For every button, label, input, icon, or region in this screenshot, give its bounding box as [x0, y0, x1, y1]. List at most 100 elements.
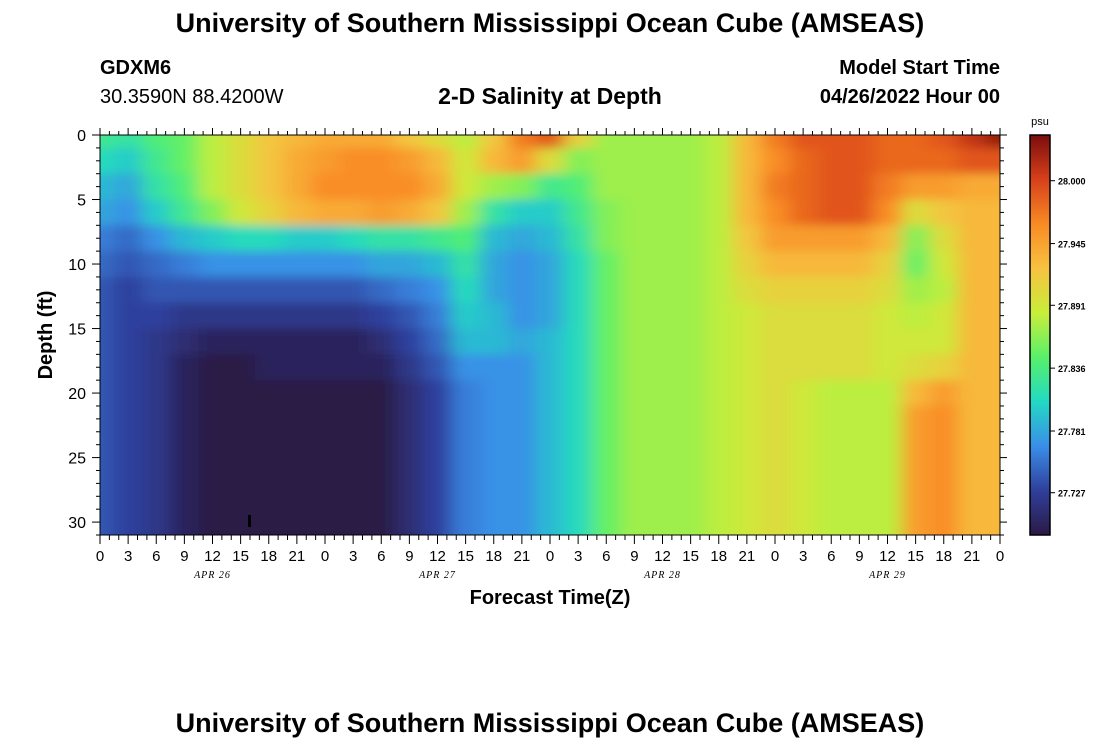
footer-title: University of Southern Mississippi Ocean… — [175, 708, 925, 738]
heat-cell — [845, 225, 875, 252]
heat-cell — [395, 457, 425, 484]
heat-cell — [845, 431, 875, 459]
x-tick-label: 21 — [289, 548, 306, 565]
heat-cell — [592, 276, 621, 304]
heat-cell — [507, 528, 537, 535]
heat-cell — [451, 354, 481, 381]
heat-cell — [254, 199, 284, 226]
heat-cell — [198, 405, 228, 433]
heat-cell — [845, 509, 875, 530]
heat-cell — [282, 302, 312, 330]
heat-cell — [282, 509, 312, 530]
heat-cell — [564, 483, 593, 510]
heat-cell — [760, 147, 790, 175]
heat-cell — [535, 251, 565, 278]
heat-cell — [901, 135, 931, 149]
heat-cell — [620, 276, 650, 304]
heat-cell — [985, 225, 1000, 252]
day-label: APR 27 — [418, 570, 456, 581]
heat-cell — [929, 405, 959, 433]
heat-cell — [985, 405, 1000, 433]
heatmap-field — [100, 135, 1000, 535]
heat-cell — [282, 457, 312, 484]
heat-cell — [367, 302, 396, 330]
heat-cell — [423, 251, 453, 278]
heat-cell — [226, 225, 256, 252]
day-label: APR 28 — [643, 570, 681, 581]
heat-cell — [507, 135, 537, 149]
heat-cell — [339, 431, 368, 459]
heat-cell — [254, 483, 284, 510]
heat-cell — [367, 405, 396, 433]
heat-cell — [845, 354, 875, 381]
heat-cell — [507, 225, 537, 252]
heat-cell — [648, 457, 678, 484]
heat-cell — [817, 457, 846, 484]
heat-cell — [198, 135, 228, 149]
heat-cell — [395, 225, 425, 252]
heat-cell — [310, 173, 340, 201]
heat-cell — [339, 380, 368, 407]
heat-cell — [929, 483, 959, 510]
heat-cell — [760, 431, 790, 459]
heat-cell — [310, 302, 340, 330]
heat-cell — [100, 225, 115, 252]
heat-cell — [957, 147, 987, 175]
heat-cell — [142, 380, 171, 407]
heat-cell — [339, 528, 368, 535]
heat-cell — [142, 302, 171, 330]
heat-cell — [901, 405, 931, 433]
heat-cell — [339, 251, 368, 278]
heat-cell — [535, 380, 565, 407]
heat-cell — [985, 251, 1000, 278]
heat-cell — [198, 509, 228, 530]
heat-cell — [929, 528, 959, 535]
y-tick-label: 15 — [68, 322, 86, 339]
heat-cell — [282, 431, 312, 459]
heat-cell — [100, 528, 115, 535]
heat-cell — [507, 147, 537, 175]
heat-cell — [142, 199, 171, 226]
heat-cell — [592, 431, 621, 459]
heat-cell — [845, 380, 875, 407]
heat-cell — [507, 380, 537, 407]
heat-cell — [451, 251, 481, 278]
heat-cell — [170, 431, 200, 459]
heat-cell — [310, 225, 340, 252]
heat-cell — [620, 225, 650, 252]
heat-cell — [592, 528, 621, 535]
heat-cell — [564, 147, 593, 175]
heat-cell — [395, 528, 425, 535]
heat-cell — [339, 173, 368, 201]
heat-cell — [985, 173, 1000, 201]
heat-cell — [507, 328, 537, 355]
heat-cell — [395, 147, 425, 175]
heat-cell — [845, 328, 875, 355]
heat-cell — [198, 328, 228, 355]
heat-cell — [451, 173, 481, 201]
heat-cell — [282, 483, 312, 510]
heat-cell — [423, 354, 453, 381]
heat-cell — [592, 354, 621, 381]
heat-cell — [507, 457, 537, 484]
heat-cell — [957, 302, 987, 330]
heat-cell — [339, 135, 368, 149]
heat-cell — [929, 199, 959, 226]
heat-cell — [451, 276, 481, 304]
heat-cell — [789, 302, 818, 330]
station-coordinates: 30.3590N 88.4200W — [100, 86, 284, 108]
heat-cell — [367, 380, 396, 407]
heat-cell — [170, 276, 200, 304]
heat-cell — [282, 354, 312, 381]
x-tick-label: 9 — [630, 548, 638, 565]
heat-cell — [226, 302, 256, 330]
heat-cell — [817, 302, 846, 330]
x-tick-label: 9 — [855, 548, 863, 565]
heat-cell — [395, 483, 425, 510]
heat-cell — [789, 354, 818, 381]
heat-cell — [957, 328, 987, 355]
heat-cell — [142, 509, 171, 530]
x-tick-label: 3 — [799, 548, 807, 565]
heat-cell — [142, 225, 171, 252]
heat-cell — [254, 225, 284, 252]
